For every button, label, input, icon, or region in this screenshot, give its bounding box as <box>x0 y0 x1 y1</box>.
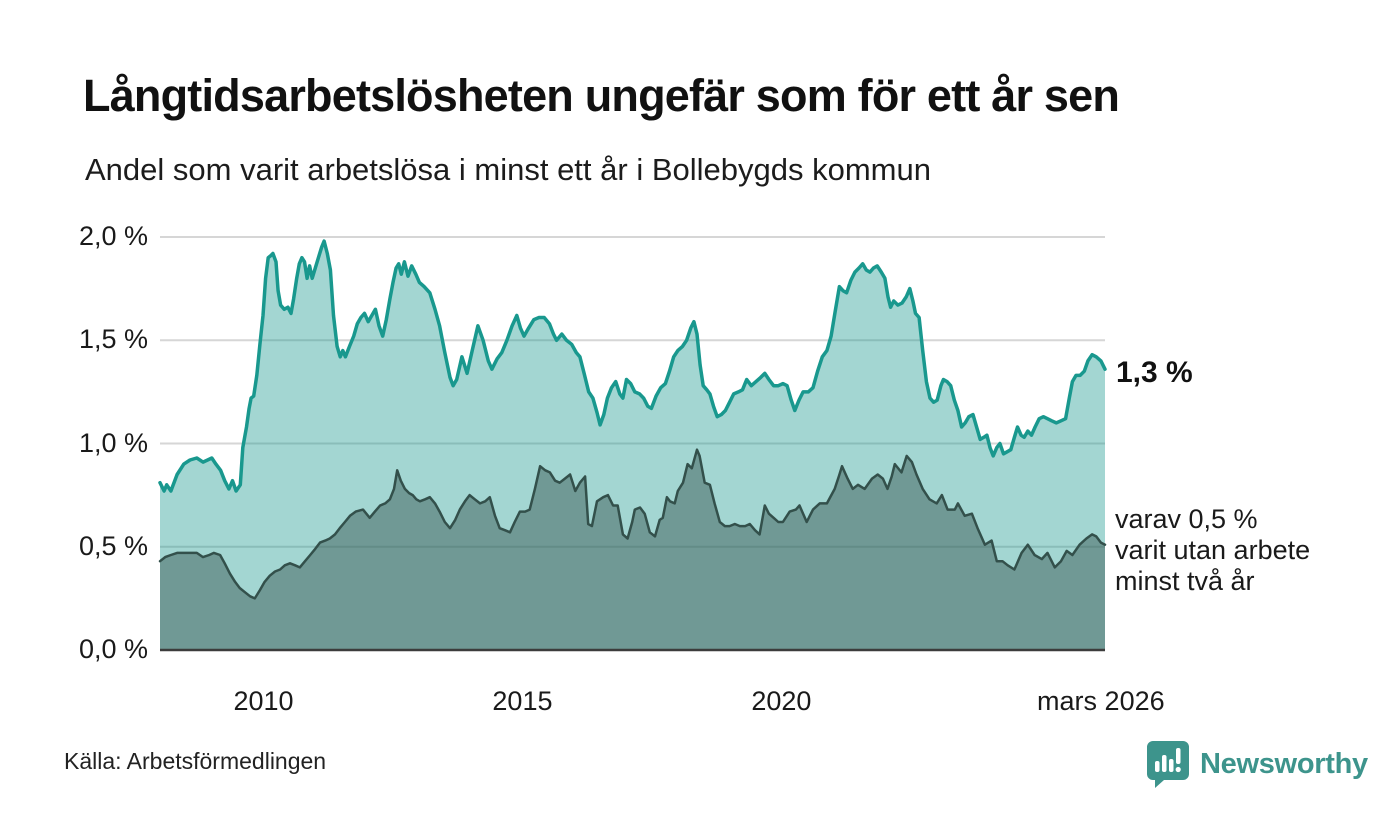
end-value-label: 1,3 % <box>1116 356 1193 389</box>
y-tick-label: 1,0 % <box>78 427 148 458</box>
y-tick-label: 2,0 % <box>78 221 148 251</box>
x-tick-label: 2010 <box>233 686 294 716</box>
series-two-years-area <box>160 449 1105 650</box>
y-tick-label: 0,0 % <box>78 634 148 664</box>
x-tick-label: mars 2026 <box>1037 686 1165 716</box>
series-two-years-line <box>158 448 1107 600</box>
source-attribution: Källa: Arbetsförmedlingen <box>64 748 327 774</box>
chart-subtitle: Andel som varit arbetslösa i minst ett å… <box>85 152 931 187</box>
x-tick-label: 2020 <box>751 686 812 716</box>
secondary-series-label: varav 0,5 % varit utan arbete minst två … <box>1115 504 1310 597</box>
series-one-year-area <box>160 241 1105 650</box>
secondary-label-line-1: varav 0,5 % <box>1115 504 1258 534</box>
series-one-year-line <box>158 239 1107 493</box>
newsworthy-logo: Newsworthy <box>1146 740 1368 788</box>
newsworthy-wordmark: Newsworthy <box>1200 747 1368 780</box>
y-tick-label: 1,5 % <box>78 324 148 355</box>
y-tick-label: 0,5 % <box>78 530 148 561</box>
secondary-label-line-3: minst två år <box>1115 566 1255 596</box>
page-title: Långtidsarbetslösheten ungefär som för e… <box>83 70 1120 121</box>
newsworthy-icon <box>1147 741 1189 788</box>
x-tick-label: 2015 <box>492 686 553 716</box>
secondary-label-line-2: varit utan arbete <box>1115 535 1311 565</box>
